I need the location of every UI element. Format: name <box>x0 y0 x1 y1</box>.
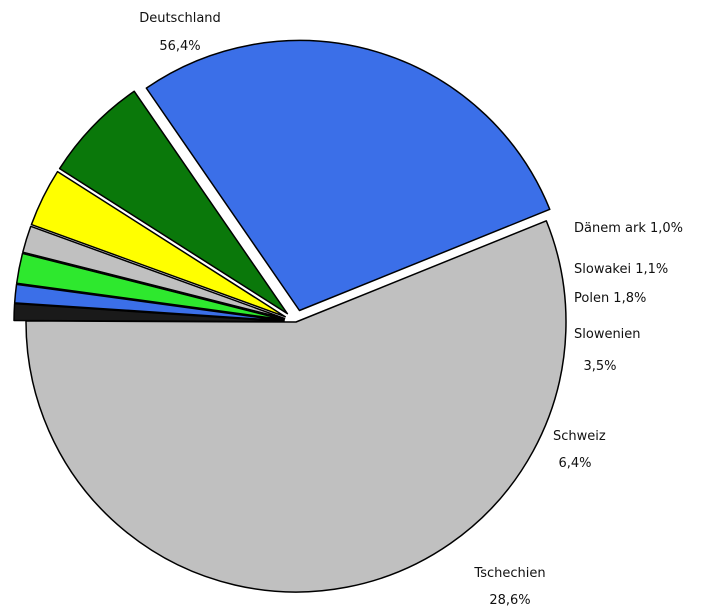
label-schweiz-name: Schweiz <box>553 429 606 444</box>
label-deutschland-value: 56,4% <box>159 39 200 54</box>
label-schweiz-value: 6,4% <box>558 456 591 471</box>
pie-slice-polen <box>15 252 285 321</box>
pie-slice-danemark <box>13 302 285 323</box>
pie-slice-slowenien <box>30 170 286 318</box>
label-tschechien-name: Tschechien <box>473 566 545 581</box>
label-slowenien-name: Slowenien <box>574 327 641 342</box>
label-tschechien-value: 28,6% <box>489 593 530 608</box>
pie-slice-tschechien <box>145 39 551 312</box>
label-slowakei: Slowakei 1,1% <box>574 262 668 277</box>
label-daenemark: Dänem ark 1,0% <box>574 221 683 236</box>
label-deutschland-name: Deutschland <box>139 11 221 26</box>
pie-slice-schweiz <box>58 90 289 315</box>
label-slowenien-value: 3,5% <box>583 359 616 374</box>
pie-slice-slowakei <box>13 283 285 322</box>
pie-slice-deutschland <box>25 220 567 593</box>
pie-slices <box>13 39 567 593</box>
pie-labels: Deutschland 56,4% Dänem ark 1,0% Slowake… <box>139 11 683 608</box>
label-polen: Polen 1,8% <box>574 291 646 306</box>
pie-slice-grey-slice <box>22 225 286 320</box>
